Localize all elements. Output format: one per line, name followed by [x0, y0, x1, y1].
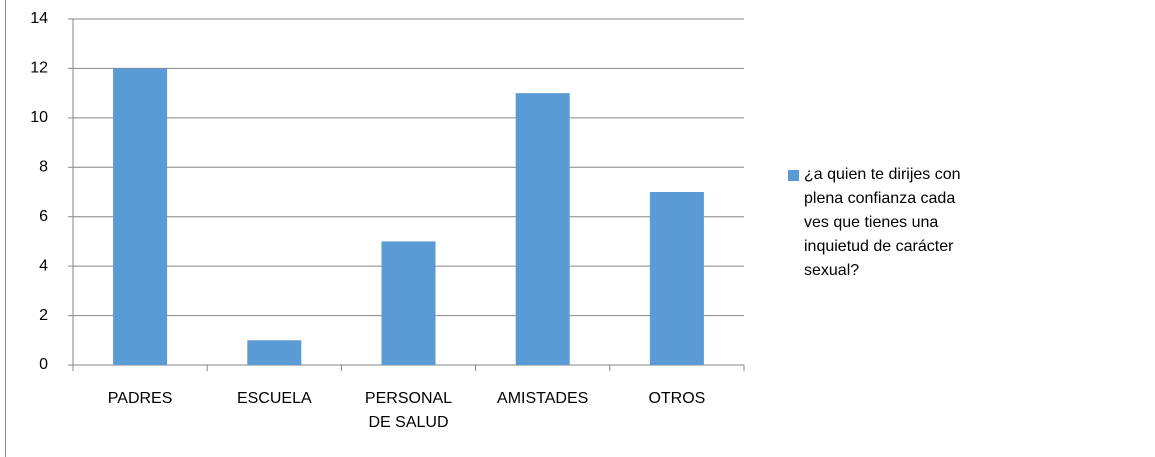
y-tick-label: 8	[39, 159, 48, 176]
bar	[113, 68, 168, 365]
bar	[515, 93, 570, 366]
x-tick-label: ESCUELA	[236, 390, 312, 407]
x-tick-label: PERSONAL DE SALUD	[364, 390, 453, 431]
legend-label: ¿a quien te dirijes con plena confianza …	[804, 166, 961, 279]
y-tick-label: 14	[30, 10, 48, 27]
y-tick-label: 0	[39, 356, 48, 373]
y-tick-label: 12	[30, 60, 48, 77]
x-tick-label: PADRES	[107, 390, 173, 407]
x-tick-label: AMISTADES	[497, 390, 589, 407]
bar	[247, 340, 302, 365]
legend: ¿a quien te dirijes con plena confianza …	[788, 163, 978, 283]
legend-swatch	[788, 170, 799, 181]
y-tick-label: 10	[30, 109, 48, 126]
bar	[649, 192, 704, 365]
x-tick-label: OTROS	[648, 390, 706, 407]
y-tick-label: 2	[39, 307, 48, 324]
bar	[381, 241, 436, 365]
y-tick-label: 6	[39, 208, 48, 225]
y-tick-label: 4	[39, 257, 48, 274]
